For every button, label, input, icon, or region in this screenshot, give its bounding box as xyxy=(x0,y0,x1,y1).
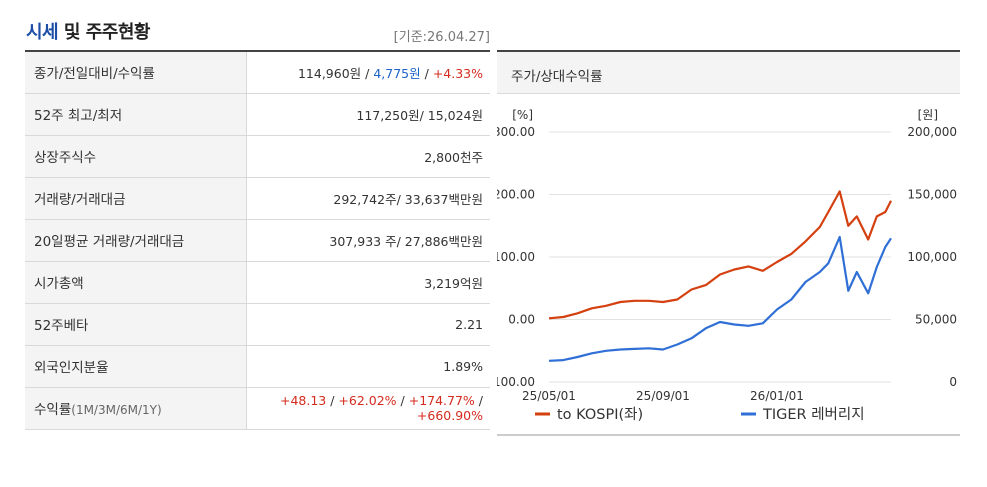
info-value: 114,960원 / 4,775원 / +4.33% xyxy=(246,51,490,94)
basis-date: [기준:26.04.27] xyxy=(393,30,490,45)
info-value-part: 1.89% xyxy=(443,358,483,374)
info-label-text: 종가/전일대비/수익률 xyxy=(34,66,155,83)
info-row: 52주 최고/최저 117,250원/ 15,024원 xyxy=(25,93,490,136)
section-title-rest: 및 주주현황 xyxy=(58,22,151,43)
x-axis-tick: 25/05/01 xyxy=(522,389,576,403)
info-label: 52주 최고/최저 xyxy=(25,93,247,136)
market-info-table: 종가/전일대비/수익률 114,960원 / 4,775원 / +4.33% 52주… xyxy=(25,50,490,430)
info-label: 거래량/거래대금 xyxy=(25,177,247,220)
section-title: 시세 및 주주현황 xyxy=(26,18,150,44)
series-line-tiger xyxy=(548,235,892,362)
section-title-highlight: 시세 xyxy=(26,22,59,43)
info-value-part: +174.77% xyxy=(408,393,475,408)
info-value: 117,250원/ 15,024원 xyxy=(246,93,490,136)
info-label-text: 52주 최고/최저 xyxy=(34,108,123,124)
right-axis-tick: 50,000 xyxy=(915,313,957,327)
left-axis-tick: 300.00 xyxy=(497,125,535,139)
info-label: 52주베타 xyxy=(25,303,247,346)
info-value: 1.89% xyxy=(246,345,490,388)
x-axis-tick: 25/09/01 xyxy=(636,389,690,403)
info-label: 외국인지분율 xyxy=(25,345,247,388)
info-row: 거래량/거래대금 292,742주/ 33,637백만원 xyxy=(25,177,490,220)
right-axis-tick: 200,000 xyxy=(907,125,957,139)
info-value: 307,933 주/ 27,886백만원 xyxy=(246,219,490,262)
info-value-part: 292,742주/ 33,637백만원 xyxy=(333,191,483,207)
info-value-part: / xyxy=(474,393,483,408)
info-value-part: 114,960원 xyxy=(297,65,362,81)
right-axis-tick: 150,000 xyxy=(907,188,957,202)
right-axis-unit: [원] xyxy=(918,108,938,122)
info-value-part: 2.21 xyxy=(455,316,483,332)
info-label-text: 상장주식수 xyxy=(34,150,97,166)
info-label-text: 거래량/거래대금 xyxy=(34,192,126,208)
price-chart-panel: 주가/상대수익률 300.00 200.00 100.00 0.00 -100.00 20… xyxy=(497,50,960,436)
info-label: 시가총액 xyxy=(25,261,247,304)
info-row: 52주베타 2.21 xyxy=(25,303,490,346)
info-row: 시가총액 3,219억원 xyxy=(25,261,490,304)
chart-title: 주가/상대수익률 xyxy=(497,52,960,94)
info-value-part: 3,219억원 xyxy=(424,275,483,291)
left-axis-unit: [%] xyxy=(512,108,533,122)
info-label-text: 외국인지분율 xyxy=(34,360,109,376)
info-value: 292,742주/ 33,637백만원 xyxy=(246,177,490,220)
info-value: +48.13 / +62.02% / +174.77% / +660.90% xyxy=(246,387,490,430)
info-value-part: 307,933 주/ 27,886백만원 xyxy=(329,233,483,249)
info-label: 20일평균 거래량/거래대금 xyxy=(25,219,247,262)
legend-label: to KOSPI(좌) xyxy=(557,406,643,423)
info-row: 20일평균 거래량/거래대금 307,933 주/ 27,886백만원 xyxy=(25,219,490,262)
info-value-part: 4,775원 xyxy=(373,65,421,81)
info-label: 상장주식수 xyxy=(25,135,247,178)
info-value: 2.21 xyxy=(246,303,490,346)
left-axis-tick: 100.00 xyxy=(497,250,535,264)
info-value: 2,800천주 xyxy=(246,135,490,178)
info-label-text: 수익률 xyxy=(34,402,72,418)
left-axis-tick: 200.00 xyxy=(497,188,535,202)
info-value-part: +62.02% xyxy=(338,393,397,408)
legend-label: TIGER 레버리지 xyxy=(762,406,865,423)
info-value: 3,219억원 xyxy=(246,261,490,304)
info-row: 수익률(1M/3M/6M/1Y) +48.13 / +62.02% / +174.… xyxy=(25,387,490,430)
info-value-part: / xyxy=(420,65,433,81)
info-value-part: +660.90% xyxy=(416,408,483,423)
info-value-part: +48.13 xyxy=(279,393,327,408)
right-axis-tick: 0 xyxy=(949,375,957,389)
info-value-part: 117,250원/ 15,024원 xyxy=(356,107,483,123)
right-axis-tick: 100,000 xyxy=(907,250,957,264)
info-label-sub: (1M/3M/6M/1Y) xyxy=(71,403,162,417)
info-label-text: 52주베타 xyxy=(34,318,89,334)
info-value-part: / xyxy=(361,65,374,81)
info-row: 외국인지분율 1.89% xyxy=(25,345,490,388)
left-axis-tick: 0.00 xyxy=(508,313,535,327)
x-axis-tick: 26/01/01 xyxy=(750,389,804,403)
info-value-part: +4.33% xyxy=(432,65,483,81)
info-row: 상장주식수 2,800천주 xyxy=(25,135,490,178)
info-label-text: 20일평균 거래량/거래대금 xyxy=(34,234,185,250)
info-label-text: 시가총액 xyxy=(34,276,84,292)
price-relative-return-chart: 300.00 200.00 100.00 0.00 -100.00 200,000 150,… xyxy=(497,108,957,423)
info-value-part: 2,800천주 xyxy=(424,149,483,165)
info-value-part: / xyxy=(326,393,339,408)
info-label: 종가/전일대비/수익률 xyxy=(25,51,247,94)
series-line-kospi xyxy=(548,190,892,320)
info-row: 종가/전일대비/수익률 114,960원 / 4,775원 / +4.33% xyxy=(25,51,490,94)
left-axis-tick: -100.00 xyxy=(497,375,535,389)
info-value-part: / xyxy=(396,393,409,408)
info-label: 수익률(1M/3M/6M/1Y) xyxy=(25,387,247,430)
